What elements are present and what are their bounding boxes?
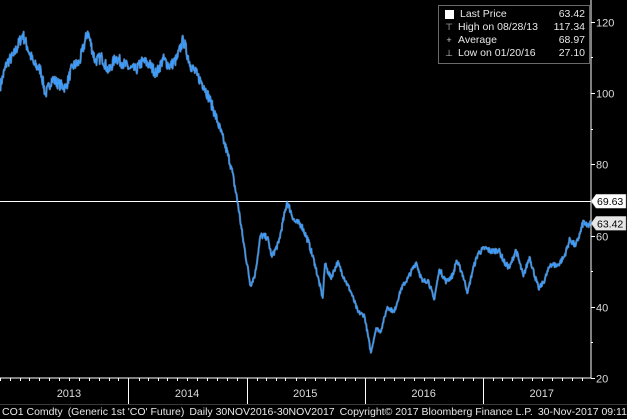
last-price-flag bbox=[590, 216, 627, 231]
y-tick-label: 80 bbox=[596, 160, 608, 172]
legend-item-average: + Average 68.97 bbox=[443, 34, 585, 47]
low-marker-icon: ⊥ bbox=[445, 48, 453, 58]
last-price-flag-label: 63.42 bbox=[597, 218, 623, 230]
legend-value: 27.10 bbox=[558, 47, 585, 59]
series-line-last-price bbox=[0, 30, 592, 354]
reference-value-flag bbox=[590, 193, 627, 209]
reference-value-flag-label: 69.63 bbox=[597, 196, 623, 208]
y-tick-label: 120 bbox=[596, 18, 614, 30]
y-axis: 20 40 60 80 100 120 bbox=[590, 0, 614, 386]
legend: Last Price 63.42 ⊤ High on 08/28/13 117.… bbox=[438, 5, 590, 64]
x-tick-label: 2015 bbox=[293, 388, 317, 400]
x-tick-label: 2017 bbox=[530, 388, 554, 400]
footer-ticker: CO1 Comdty bbox=[2, 406, 63, 418]
legend-label: Average bbox=[458, 34, 497, 46]
legend-item-high: ⊤ High on 08/28/13 117.34 bbox=[443, 21, 585, 34]
y-tick-label: 60 bbox=[596, 232, 608, 244]
x-tick-label: 2014 bbox=[175, 388, 199, 400]
legend-item-low: ⊥ Low on 01/20/16 27.10 bbox=[443, 47, 585, 60]
legend-item-last-price: Last Price 63.42 bbox=[443, 8, 585, 21]
footer-description: (Generic 1st 'CO' Future) bbox=[67, 406, 185, 418]
last-price-swatch-icon bbox=[445, 10, 454, 19]
legend-label: High on 08/28/13 bbox=[458, 21, 538, 33]
legend-value: 63.42 bbox=[558, 8, 585, 20]
footer-timestamp: 30-Nov-2017 09:11:26 bbox=[537, 406, 627, 418]
x-tick-label: 2013 bbox=[57, 388, 81, 400]
chart-footer: CO1 Comdty (Generic 1st 'CO' Future) Daily… bbox=[0, 404, 627, 419]
legend-label: Low on 01/20/16 bbox=[458, 47, 536, 59]
average-marker-icon: + bbox=[446, 35, 452, 45]
x-tick-label: 2016 bbox=[411, 388, 435, 400]
legend-label: Last Price bbox=[460, 8, 507, 20]
high-marker-icon: ⊤ bbox=[445, 22, 453, 32]
y-tick-label: 20 bbox=[596, 374, 608, 386]
footer-copyright: Copyright© 2017 Bloomberg Finance L.P. bbox=[339, 406, 533, 418]
y-tick-label: 100 bbox=[596, 89, 614, 101]
legend-value: 117.34 bbox=[553, 21, 585, 33]
series-group bbox=[0, 30, 592, 354]
value-flags: 69.63 63.42 bbox=[590, 193, 627, 231]
x-axis: 2013 2014 2015 2016 2017 bbox=[0, 377, 591, 404]
y-tick-label: 40 bbox=[596, 303, 608, 315]
legend-value: 68.97 bbox=[558, 34, 585, 46]
footer-frequency: Daily 30NOV2016-30NOV2017 bbox=[189, 406, 335, 418]
